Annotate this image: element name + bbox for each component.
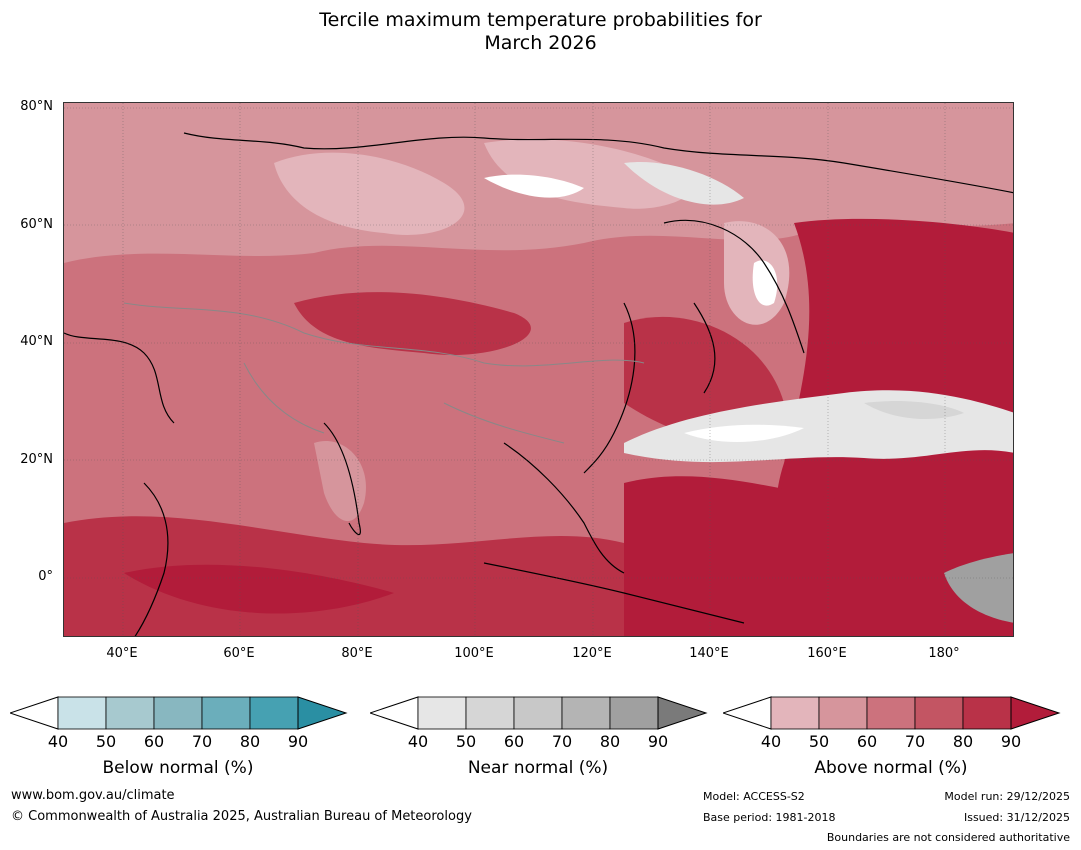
- lon-label-140e: 140°E: [689, 646, 729, 661]
- colorbar-segment: [105, 696, 155, 730]
- cb-below-tick: 40: [47, 732, 69, 751]
- cb-near-tick: 60: [503, 732, 525, 751]
- model-name: Model: ACCESS-S2: [703, 790, 805, 803]
- colorbar-label-below: Below normal (%): [102, 758, 254, 778]
- cb-near-tick: 70: [551, 732, 573, 751]
- model-run: Model run: 29/12/2025: [944, 790, 1070, 803]
- lon-label-60e: 60°E: [223, 646, 255, 661]
- cb-below-tick: 70: [191, 732, 213, 751]
- cb-below-tick: 80: [239, 732, 261, 751]
- colorbar-near-normal: [370, 696, 708, 730]
- copyright-text: © Commonwealth of Australia 2025, Austra…: [11, 809, 472, 824]
- colorbar-label-above: Above normal (%): [814, 758, 968, 778]
- cb-above-tick: 80: [952, 732, 974, 751]
- colorbar-segment: [249, 696, 299, 730]
- colorbar-segment: [914, 696, 964, 730]
- website-link[interactable]: www.bom.gov.au/climate: [11, 788, 175, 803]
- lon-label-80e: 80°E: [341, 646, 373, 661]
- lat-label-80n: 80°N: [20, 99, 53, 114]
- cb-below-tick: 90: [287, 732, 309, 751]
- colorbar-segment: [465, 696, 515, 730]
- lat-label-0: 0°: [38, 569, 53, 584]
- lat-label-40n: 40°N: [20, 334, 53, 349]
- colorbar-segment: [561, 696, 611, 730]
- colorbar-segment: [153, 696, 203, 730]
- colorbar-above-normal: [723, 696, 1061, 730]
- cb-near-tick: 40: [407, 732, 429, 751]
- lon-label-100e: 100°E: [454, 646, 494, 661]
- cb-above-tick: 90: [1000, 732, 1022, 751]
- map-canvas: [64, 103, 1013, 636]
- colorbar-segment: [513, 696, 563, 730]
- title-line-1: Tercile maximum temperature probabilitie…: [319, 9, 762, 31]
- colorbar-segment: [962, 696, 1012, 730]
- cb-above-tick: 60: [856, 732, 878, 751]
- cb-near-tick: 50: [455, 732, 477, 751]
- colorbar-segment: [201, 696, 251, 730]
- lon-label-40e: 40°E: [106, 646, 138, 661]
- colorbar-label-near: Near normal (%): [467, 758, 609, 778]
- cb-below-tick: 50: [95, 732, 117, 751]
- colorbar-segment: [417, 696, 467, 730]
- cb-near-tick: 80: [599, 732, 621, 751]
- colorbar-segment: [770, 696, 820, 730]
- colorbar-segment: [818, 696, 868, 730]
- lat-label-20n: 20°N: [20, 452, 53, 467]
- cb-above-tick: 40: [760, 732, 782, 751]
- lon-label-160e: 160°E: [807, 646, 847, 661]
- cb-above-tick: 70: [904, 732, 926, 751]
- issued-date: Issued: 31/12/2025: [963, 811, 1070, 824]
- lon-label-120e: 120°E: [572, 646, 612, 661]
- lat-label-60n: 60°N: [20, 217, 53, 232]
- colorbar-segment: [866, 696, 916, 730]
- colorbar-segment: [57, 696, 107, 730]
- probability-map: [63, 102, 1014, 637]
- cb-near-tick: 90: [647, 732, 669, 751]
- lon-label-180: 180°: [928, 646, 960, 661]
- base-period: Base period: 1981-2018: [703, 811, 836, 824]
- cb-above-tick: 50: [808, 732, 830, 751]
- colorbar-segment: [609, 696, 659, 730]
- boundaries-note: Boundaries are not considered authoritat…: [826, 831, 1070, 844]
- title-line-2: March 2026: [484, 32, 597, 54]
- colorbar-below-normal: [10, 696, 348, 730]
- cb-below-tick: 60: [143, 732, 165, 751]
- chart-title: Tercile maximum temperature probabilitie…: [0, 9, 1081, 55]
